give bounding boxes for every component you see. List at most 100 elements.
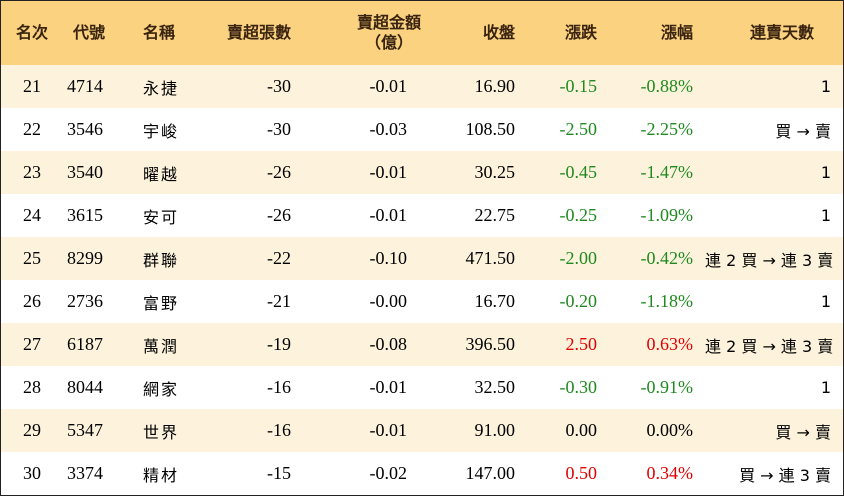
cell-code: 6187 bbox=[67, 334, 103, 354]
header-close: 收盤 bbox=[482, 23, 515, 42]
table-row[interactable]: 25 8299 群聯 -22 -0.10 471.50 -2.00 -0.42% 連 2 買 →… bbox=[1, 237, 843, 280]
cell-rank: 25 bbox=[23, 248, 41, 268]
cell-code: 5347 bbox=[67, 420, 103, 440]
cell-sell-days: 買 → 連 3 賣 bbox=[739, 465, 831, 485]
header-sell-amount-line1: 賣超金額 bbox=[356, 13, 421, 32]
cell-rank: 27 bbox=[23, 334, 41, 354]
table-row[interactable]: 22 3546 宇峻 -30 -0.03 108.50 -2.50 -2.25% 買 → 賣 bbox=[1, 108, 843, 151]
cell-change: -2.50 bbox=[559, 119, 598, 139]
table-body: 21 4714 永捷 -30 -0.01 16.90 -0.15 -0.88% 1 22 3546 宇… bbox=[1, 65, 843, 495]
header-sell-days: 連賣天數 bbox=[749, 23, 814, 42]
cell-close: 30.25 bbox=[474, 162, 516, 182]
cell-name: 安可 bbox=[143, 207, 180, 227]
cell-sell-amount: -0.01 bbox=[369, 205, 408, 225]
header-name: 名稱 bbox=[143, 23, 176, 42]
cell-sell-amount: -0.01 bbox=[369, 162, 408, 182]
table-row[interactable]: 26 2736 富野 -21 -0.00 16.70 -0.20 -1.18% 1 bbox=[1, 280, 843, 323]
table-row[interactable]: 30 3374 精材 -15 -0.02 147.00 0.50 0.34% 買 → 連 3 賣 bbox=[1, 452, 843, 495]
cell-sell-lots: -26 bbox=[267, 205, 291, 225]
cell-sell-lots: -21 bbox=[267, 291, 291, 311]
cell-change: -0.20 bbox=[559, 291, 598, 311]
cell-pct: -0.88% bbox=[640, 76, 694, 96]
cell-close: 396.50 bbox=[465, 334, 516, 354]
table-row[interactable]: 21 4714 永捷 -30 -0.01 16.90 -0.15 -0.88% 1 bbox=[1, 65, 843, 108]
cell-code: 3540 bbox=[67, 162, 103, 182]
header-sell-amount-line2: （億） bbox=[364, 33, 413, 52]
cell-name: 富野 bbox=[143, 293, 180, 313]
cell-change: -0.25 bbox=[559, 205, 598, 225]
cell-sell-days: 連 2 買 → 連 3 賣 bbox=[705, 250, 834, 270]
cell-close: 16.70 bbox=[474, 291, 516, 311]
table-row[interactable]: 28 8044 網家 -16 -0.01 32.50 -0.30 -0.91% 1 bbox=[1, 366, 843, 409]
cell-pct: -1.18% bbox=[640, 291, 694, 311]
cell-sell-amount: -0.01 bbox=[369, 420, 408, 440]
cell-pct: -2.25% bbox=[640, 119, 694, 139]
cell-pct: -0.42% bbox=[640, 248, 694, 268]
cell-rank: 22 bbox=[23, 119, 41, 139]
cell-sell-days: 1 bbox=[820, 292, 831, 311]
cell-close: 22.75 bbox=[474, 205, 516, 225]
cell-change: -0.30 bbox=[559, 377, 598, 397]
cell-name: 宇峻 bbox=[143, 121, 180, 141]
cell-sell-lots: -19 bbox=[267, 334, 291, 354]
cell-sell-days: 連 2 買 → 連 3 賣 bbox=[705, 336, 834, 356]
cell-sell-lots: -30 bbox=[267, 119, 291, 139]
cell-rank: 30 bbox=[23, 463, 41, 483]
cell-sell-lots: -15 bbox=[267, 463, 291, 483]
cell-code: 8299 bbox=[67, 248, 103, 268]
cell-code: 3615 bbox=[67, 205, 103, 225]
table-row[interactable]: 27 6187 萬潤 -19 -0.08 396.50 2.50 0.63% 連 2 買 → 連… bbox=[1, 323, 843, 366]
header-sell-amount: 賣超金額 （億） bbox=[317, 1, 435, 65]
cell-sell-amount: -0.01 bbox=[369, 76, 408, 96]
cell-name: 網家 bbox=[143, 379, 180, 399]
cell-sell-days: 買 → 賣 bbox=[775, 121, 831, 141]
cell-pct: 0.34% bbox=[646, 463, 694, 483]
cell-sell-days: 1 bbox=[820, 206, 831, 225]
cell-sell-days: 1 bbox=[820, 163, 831, 182]
cell-change: -0.15 bbox=[559, 76, 598, 96]
cell-code: 2736 bbox=[67, 291, 103, 311]
cell-sell-amount: -0.03 bbox=[369, 119, 408, 139]
table-row[interactable]: 24 3615 安可 -26 -0.01 22.75 -0.25 -1.09% 1 bbox=[1, 194, 843, 237]
cell-code: 8044 bbox=[67, 377, 103, 397]
cell-code: 4714 bbox=[67, 76, 103, 96]
table-row[interactable]: 23 3540 曜越 -26 -0.01 30.25 -0.45 -1.47% 1 bbox=[1, 151, 843, 194]
cell-name: 世界 bbox=[143, 422, 180, 442]
cell-rank: 21 bbox=[23, 76, 41, 96]
cell-sell-amount: -0.02 bbox=[369, 463, 408, 483]
cell-rank: 23 bbox=[23, 162, 41, 182]
cell-sell-amount: -0.01 bbox=[369, 377, 408, 397]
cell-change: -2.00 bbox=[559, 248, 598, 268]
cell-sell-lots: -30 bbox=[267, 76, 291, 96]
cell-sell-days: 1 bbox=[820, 77, 831, 96]
cell-name: 曜越 bbox=[143, 164, 180, 184]
cell-rank: 24 bbox=[23, 205, 41, 225]
cell-name: 群聯 bbox=[143, 250, 180, 270]
cell-sell-days: 1 bbox=[820, 378, 831, 397]
cell-close: 91.00 bbox=[474, 420, 516, 440]
cell-pct: 0.63% bbox=[646, 334, 694, 354]
cell-close: 32.50 bbox=[474, 377, 516, 397]
cell-change: 0.50 bbox=[565, 463, 598, 483]
cell-sell-amount: -0.08 bbox=[369, 334, 408, 354]
cell-change: 2.50 bbox=[565, 334, 598, 354]
cell-code: 3546 bbox=[67, 119, 103, 139]
cell-change: 0.00 bbox=[565, 420, 598, 440]
cell-sell-amount: -0.00 bbox=[369, 291, 408, 311]
cell-name: 萬潤 bbox=[143, 336, 180, 356]
cell-pct: -0.91% bbox=[640, 377, 694, 397]
cell-sell-lots: -16 bbox=[267, 377, 291, 397]
cell-sell-lots: -16 bbox=[267, 420, 291, 440]
cell-sell-days: 買 → 賣 bbox=[775, 422, 831, 442]
cell-rank: 29 bbox=[23, 420, 41, 440]
header-rank: 名次 bbox=[15, 23, 48, 42]
header-code: 代號 bbox=[73, 23, 106, 42]
cell-sell-lots: -22 bbox=[267, 248, 291, 268]
cell-pct: 0.00% bbox=[646, 420, 694, 440]
cell-close: 147.00 bbox=[465, 463, 516, 483]
cell-pct: -1.47% bbox=[640, 162, 694, 182]
cell-sell-amount: -0.10 bbox=[369, 248, 408, 268]
table-row[interactable]: 29 5347 世界 -16 -0.01 91.00 0.00 0.00% 買 → 賣 bbox=[1, 409, 843, 452]
